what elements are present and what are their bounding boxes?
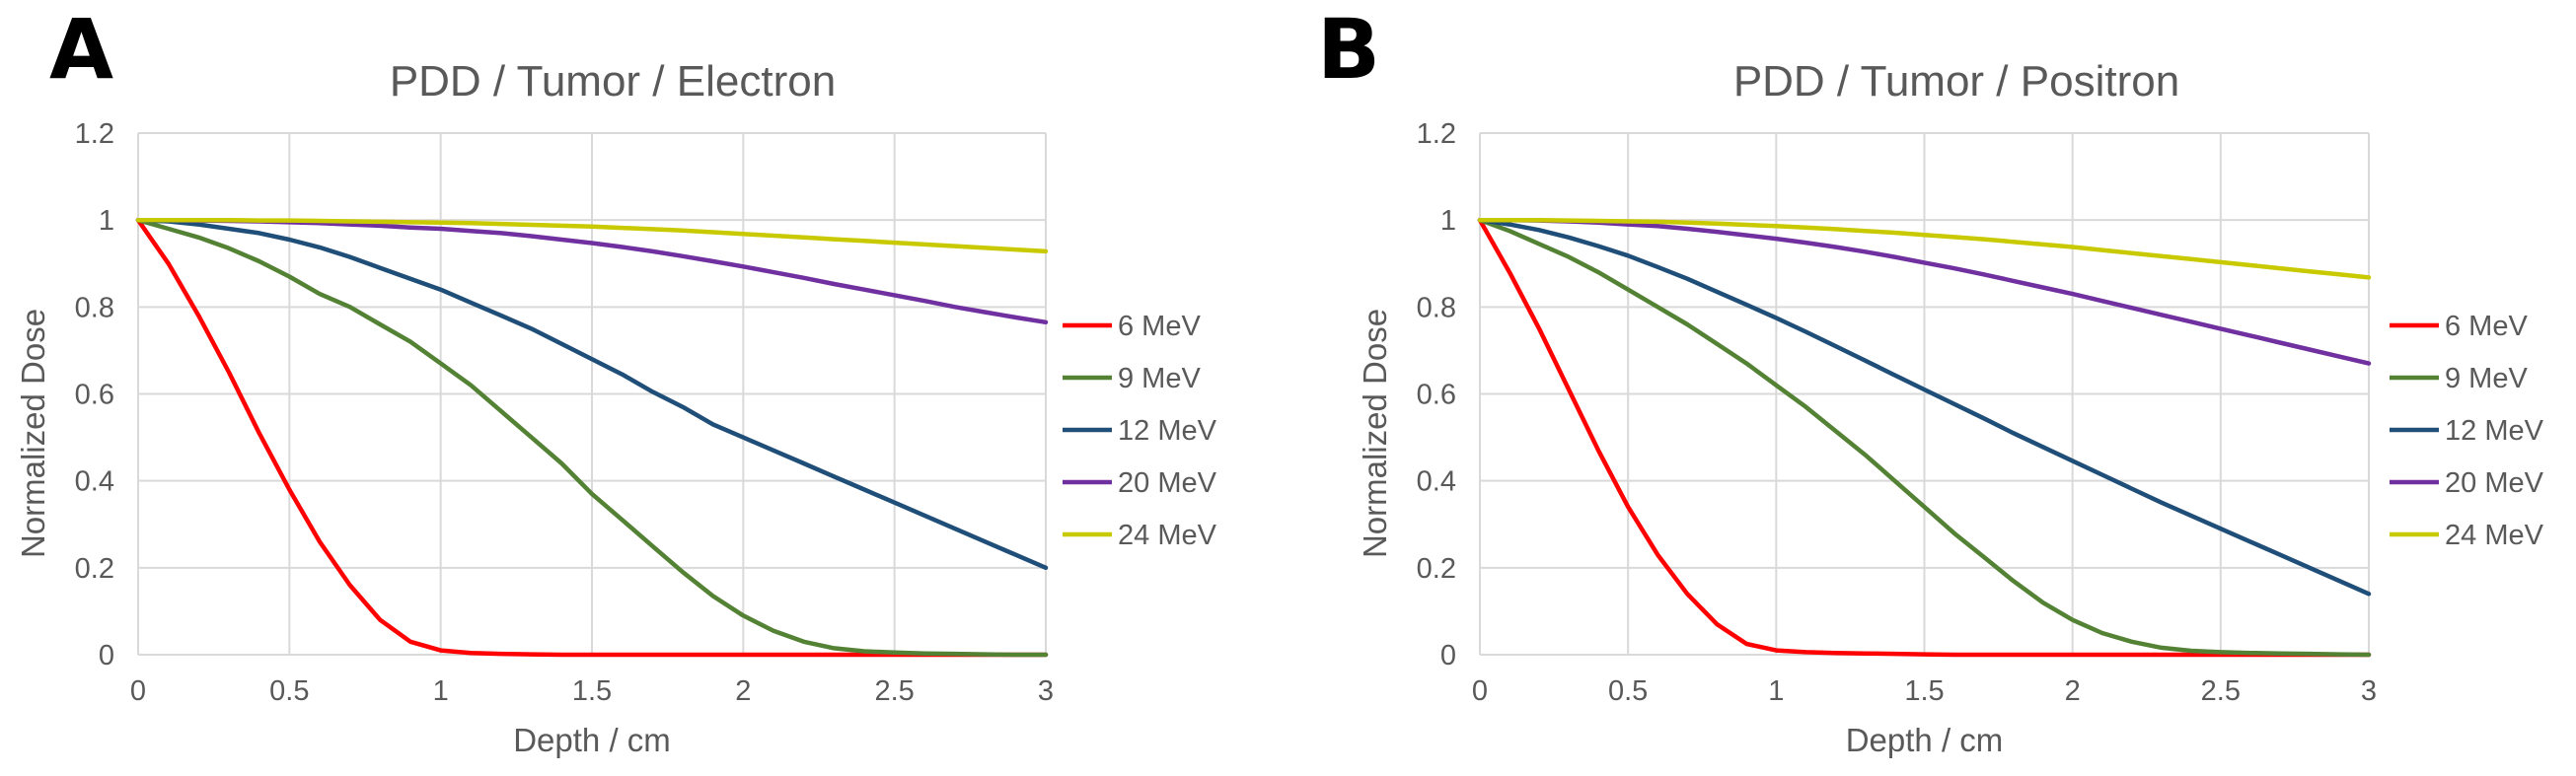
y-axis-label: Normalized Dose xyxy=(1357,309,1393,558)
chart-title: PDD / Tumor / Electron xyxy=(390,57,836,106)
x-tick-label: 0.5 xyxy=(269,675,309,707)
chart-electron: PDD / Tumor / Electron 0 0.2 0.4 0.6 0.8 1 1.2 0… xyxy=(15,57,1217,758)
legend-label: 12 MeV xyxy=(1118,415,1217,447)
y-tick-label: 0.6 xyxy=(1417,380,1456,411)
y-tick-label: 0.2 xyxy=(1417,553,1456,585)
x-tick-label: 0 xyxy=(1472,675,1488,707)
legend-label: 9 MeV xyxy=(2445,363,2528,394)
chart-title: PDD / Tumor / Positron xyxy=(1733,57,2179,106)
legend-label: 6 MeV xyxy=(1118,311,1201,342)
x-tick-label: 2.5 xyxy=(2201,675,2241,707)
y-axis-label: Normalized Dose xyxy=(15,309,51,558)
legend-label: 12 MeV xyxy=(2445,415,2544,447)
legend-label: 6 MeV xyxy=(2445,311,2528,342)
series-line-12-mev xyxy=(135,217,1049,571)
series-line-24-mev xyxy=(1477,217,2372,280)
legend-label: 24 MeV xyxy=(1118,520,1217,551)
x-tick-label: 1 xyxy=(433,675,449,707)
x-tick-label: 2.5 xyxy=(875,675,915,707)
panel-a: A PDD / Tumor / Electron 0 0.2 0.4 0.6 0.8 1 1.… xyxy=(15,1,1217,758)
x-tick-label: 0 xyxy=(130,675,146,707)
y-tick-label: 0.8 xyxy=(1417,292,1456,323)
y-tick-label: 0 xyxy=(99,640,114,671)
x-axis-label: Depth / cm xyxy=(513,722,671,758)
x-tick-label: 1.5 xyxy=(1904,675,1944,707)
legend-label: 9 MeV xyxy=(1118,363,1201,394)
x-tick-label: 1 xyxy=(1768,675,1784,707)
x-tick-label: 3 xyxy=(1038,675,1054,707)
y-tick-label: 0.8 xyxy=(75,292,114,323)
panel-letter: A xyxy=(49,1,114,98)
y-tick-label: 1.2 xyxy=(1417,118,1456,150)
x-tick-label: 2 xyxy=(2065,675,2081,707)
series-line-6-mev xyxy=(1477,217,2372,658)
y-tick-label: 1 xyxy=(99,205,114,237)
y-tick-label: 0.6 xyxy=(75,380,114,411)
panel-letter: B xyxy=(1317,1,1381,98)
x-axis-label: Depth / cm xyxy=(1846,722,2004,758)
legend-label: 24 MeV xyxy=(2445,520,2544,551)
y-tick-label: 0.4 xyxy=(75,466,114,498)
x-tick-label: 2 xyxy=(735,675,751,707)
y-tick-label: 1.2 xyxy=(75,118,114,150)
panel-b: B PDD / Tumor / Positron 0 0.2 0.4 0.6 0.8 1 1.… xyxy=(1288,0,2575,776)
y-tick-label: 0.4 xyxy=(1417,466,1456,498)
series-line-24-mev xyxy=(135,217,1049,254)
y-tick-label: 1 xyxy=(1440,205,1456,237)
series-line-12-mev xyxy=(1477,217,2372,597)
y-tick-label: 0.2 xyxy=(75,553,114,585)
legend-label: 20 MeV xyxy=(2445,467,2544,499)
x-tick-label: 1.5 xyxy=(572,675,612,707)
series-line-9-mev xyxy=(1477,217,2372,658)
chart-positron: PDD / Tumor / Positron 0 0.2 0.4 0.6 0.8 1 1.2 0… xyxy=(1357,57,2544,758)
series-line-20-mev xyxy=(1477,217,2372,366)
legend-label: 20 MeV xyxy=(1118,467,1217,499)
x-tick-label: 3 xyxy=(2361,675,2377,707)
y-tick-label: 0 xyxy=(1440,640,1456,671)
x-tick-label: 0.5 xyxy=(1608,675,1648,707)
series-line-9-mev xyxy=(135,217,1049,658)
